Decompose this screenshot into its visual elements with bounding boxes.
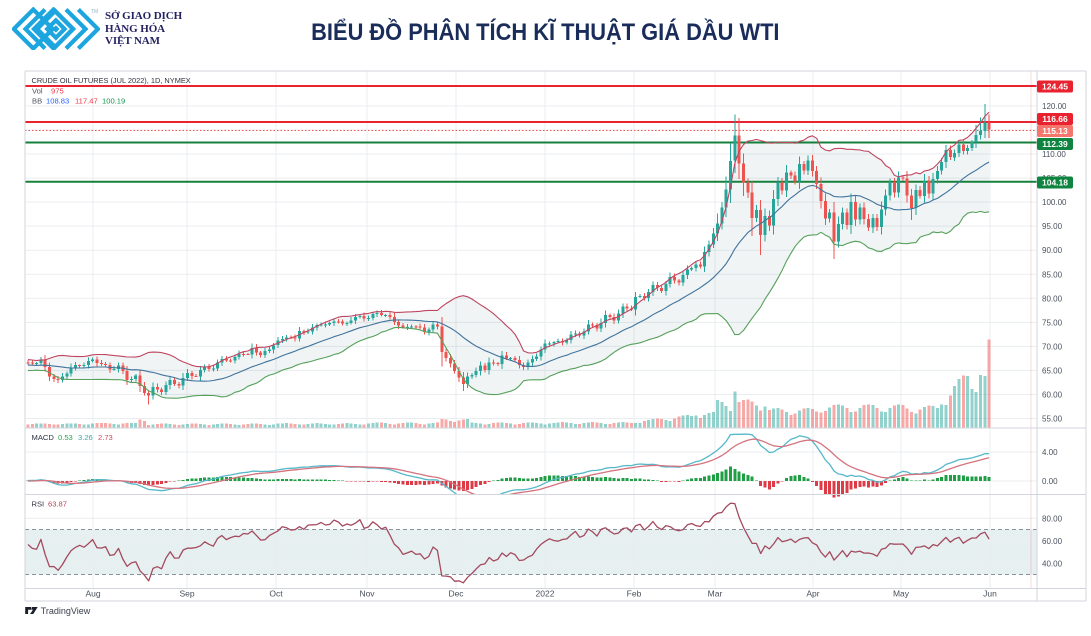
svg-text:110.00: 110.00	[1042, 150, 1066, 159]
svg-text:90.00: 90.00	[1042, 246, 1063, 255]
svg-text:0.00: 0.00	[1042, 477, 1058, 486]
svg-text:80.00: 80.00	[1042, 514, 1063, 523]
svg-text:4.00: 4.00	[1042, 448, 1058, 457]
svg-text:Apr: Apr	[806, 589, 819, 599]
svg-text:3.26: 3.26	[78, 433, 93, 442]
svg-text:120.00: 120.00	[1042, 102, 1067, 111]
svg-text:112.39: 112.39	[1042, 139, 1068, 149]
svg-text:60.00: 60.00	[1042, 537, 1063, 546]
svg-text:116.66: 116.66	[1042, 114, 1068, 124]
svg-text:40.00: 40.00	[1042, 559, 1063, 568]
svg-text:MACD: MACD	[32, 433, 55, 442]
svg-text:100.19: 100.19	[102, 97, 125, 106]
svg-text:115.13: 115.13	[1042, 126, 1068, 136]
svg-text:0.53: 0.53	[58, 433, 73, 442]
svg-text:Nov: Nov	[359, 589, 375, 599]
svg-text:75.00: 75.00	[1042, 318, 1063, 327]
svg-text:Dec: Dec	[448, 589, 464, 599]
svg-text:Vol: Vol	[32, 87, 43, 96]
svg-text:Jun: Jun	[983, 589, 997, 599]
svg-text:Oct: Oct	[269, 589, 283, 599]
svg-text:104.18: 104.18	[1042, 178, 1068, 188]
svg-text:100.00: 100.00	[1042, 198, 1067, 207]
svg-text:117.47: 117.47	[75, 97, 98, 106]
svg-text:95.00: 95.00	[1042, 222, 1063, 231]
svg-text:RSI: RSI	[32, 500, 45, 509]
svg-text:108.83: 108.83	[46, 97, 69, 106]
svg-text:May: May	[893, 589, 910, 599]
svg-text:Mar: Mar	[708, 589, 723, 599]
svg-text:60.00: 60.00	[1042, 391, 1063, 400]
svg-text:Aug: Aug	[85, 589, 100, 599]
svg-text:BB: BB	[32, 97, 42, 106]
svg-text:2.73: 2.73	[98, 433, 113, 442]
svg-text:80.00: 80.00	[1042, 294, 1063, 303]
svg-text:Feb: Feb	[627, 589, 642, 599]
svg-text:85.00: 85.00	[1042, 270, 1063, 279]
svg-text:2022: 2022	[536, 589, 555, 599]
svg-text:63.87: 63.87	[48, 500, 67, 509]
svg-text:55.00: 55.00	[1042, 415, 1063, 424]
svg-text:CRUDE OIL FUTURES (JUL 2022),: CRUDE OIL FUTURES (JUL 2022), 1D, NYMEX	[32, 76, 191, 85]
svg-text:65.00: 65.00	[1042, 366, 1063, 375]
svg-text:70.00: 70.00	[1042, 342, 1063, 351]
svg-text:Sep: Sep	[179, 589, 194, 599]
svg-text:TradingView: TradingView	[41, 606, 91, 616]
svg-text:975: 975	[51, 87, 64, 96]
svg-text:124.45: 124.45	[1042, 82, 1068, 92]
